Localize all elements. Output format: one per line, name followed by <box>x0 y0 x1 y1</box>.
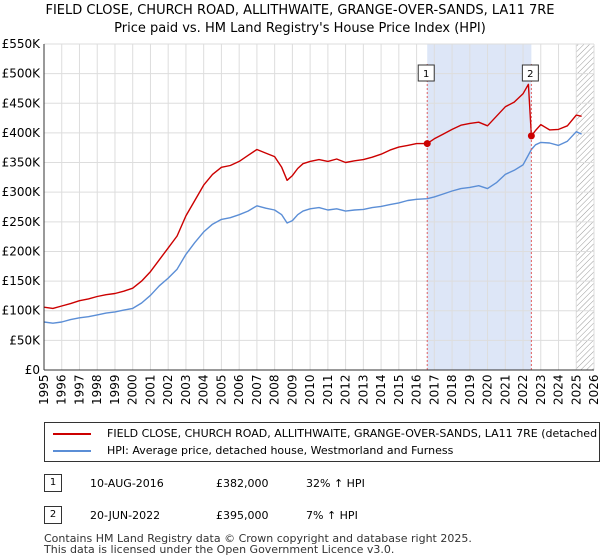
legend-item-property: FIELD CLOSE, CHURCH ROAD, ALLITHWAITE, G… <box>53 427 600 441</box>
sale-marker-badge: 1 <box>44 474 62 492</box>
x-tick-label: 2001 <box>143 374 157 405</box>
x-tick-label: 2004 <box>197 374 211 405</box>
sale-point <box>423 140 431 148</box>
y-tick-label: £450K <box>2 96 42 110</box>
x-tick-label: 1995 <box>37 374 51 405</box>
sale-marker-label: 2 <box>527 69 533 80</box>
x-tick-label: 2006 <box>232 374 246 405</box>
legend-swatch-property <box>53 433 91 435</box>
x-tick-label: 2012 <box>339 374 353 405</box>
chart-title: FIELD CLOSE, CHURCH ROAD, ALLITHWAITE, G… <box>45 3 555 18</box>
x-tick-label: 1999 <box>108 374 122 405</box>
sale-date: 20-JUN-2022 <box>90 509 161 522</box>
y-tick-label: £200K <box>2 244 42 258</box>
chart-subtitle: Price paid vs. HM Land Registry's House … <box>114 21 486 36</box>
series-line-hpi <box>43 130 582 324</box>
x-tick-label: 2014 <box>374 374 388 405</box>
footer-copyright: Contains HM Land Registry data © Crown c… <box>44 532 472 545</box>
x-tick-label: 2025 <box>569 374 583 405</box>
y-tick-label: £350K <box>2 156 42 170</box>
legend-swatch-hpi <box>53 450 91 452</box>
hatched-future-region <box>576 44 594 370</box>
x-tick-label: 2020 <box>481 374 495 405</box>
x-tick-label: 2022 <box>516 374 530 405</box>
sale-point <box>527 132 535 140</box>
x-tick-label: 1998 <box>90 374 104 405</box>
x-tick-label: 2000 <box>126 374 140 405</box>
x-tick-label: 2007 <box>250 374 264 405</box>
x-tick-label: 2017 <box>427 374 441 405</box>
x-tick-label: 2018 <box>445 374 459 405</box>
x-tick-label: 1996 <box>55 374 69 405</box>
footer-licence: This data is licensed under the Open Gov… <box>44 543 395 556</box>
chart-legend: FIELD CLOSE, CHURCH ROAD, ALLITHWAITE, G… <box>44 422 600 462</box>
series-line-property <box>43 83 582 310</box>
y-tick-label: £300K <box>2 185 42 199</box>
x-tick-label: 2019 <box>463 374 477 405</box>
x-tick-label: 2021 <box>498 374 512 405</box>
shaded-ownership-region <box>427 44 532 370</box>
sale-hpi-change: 7% ↑ HPI <box>306 509 358 522</box>
x-tick-label: 1997 <box>72 374 86 405</box>
x-tick-label: 2010 <box>303 374 317 405</box>
x-tick-label: 2011 <box>321 374 335 405</box>
x-tick-label: 2009 <box>285 374 299 405</box>
x-tick-label: 2024 <box>552 374 566 405</box>
legend-label-hpi: HPI: Average price, detached house, West… <box>107 444 454 457</box>
y-tick-label: £550K <box>2 37 42 51</box>
y-tick-label: £0 <box>25 363 40 377</box>
sale-marker-badge: 2 <box>44 506 62 524</box>
sale-marker-box <box>417 64 435 82</box>
legend-label-property: FIELD CLOSE, CHURCH ROAD, ALLITHWAITE, G… <box>107 427 600 440</box>
sale-date: 10-AUG-2016 <box>90 477 164 490</box>
y-tick-label: £50K <box>9 333 41 347</box>
sale-hpi-change: 32% ↑ HPI <box>306 477 365 490</box>
x-tick-label: 2016 <box>410 374 424 405</box>
x-tick-label: 2013 <box>356 374 370 405</box>
sale-marker-box <box>521 64 539 82</box>
y-tick-label: £150K <box>2 274 42 288</box>
y-tick-label: £500K <box>2 67 42 81</box>
x-tick-label: 2003 <box>179 374 193 405</box>
sale-price: £382,000 <box>216 477 269 490</box>
x-tick-label: 2005 <box>214 374 228 405</box>
y-tick-label: £100K <box>2 304 42 318</box>
legend-item-hpi: HPI: Average price, detached house, West… <box>53 444 453 458</box>
x-tick-label: 2008 <box>268 374 282 405</box>
x-tick-label: 2026 <box>587 374 600 405</box>
y-tick-label: £250K <box>2 215 42 229</box>
price-chart: 1 2 £0 £50K £100K £150K £200K £250K £300K £350K £… <box>2 37 600 405</box>
sale-price: £395,000 <box>216 509 269 522</box>
y-tick-label: £400K <box>2 126 42 140</box>
x-tick-label: 2002 <box>161 374 175 405</box>
x-tick-label: 2015 <box>392 374 406 405</box>
sale-marker-label: 1 <box>423 69 429 80</box>
x-tick-label: 2023 <box>534 374 548 405</box>
